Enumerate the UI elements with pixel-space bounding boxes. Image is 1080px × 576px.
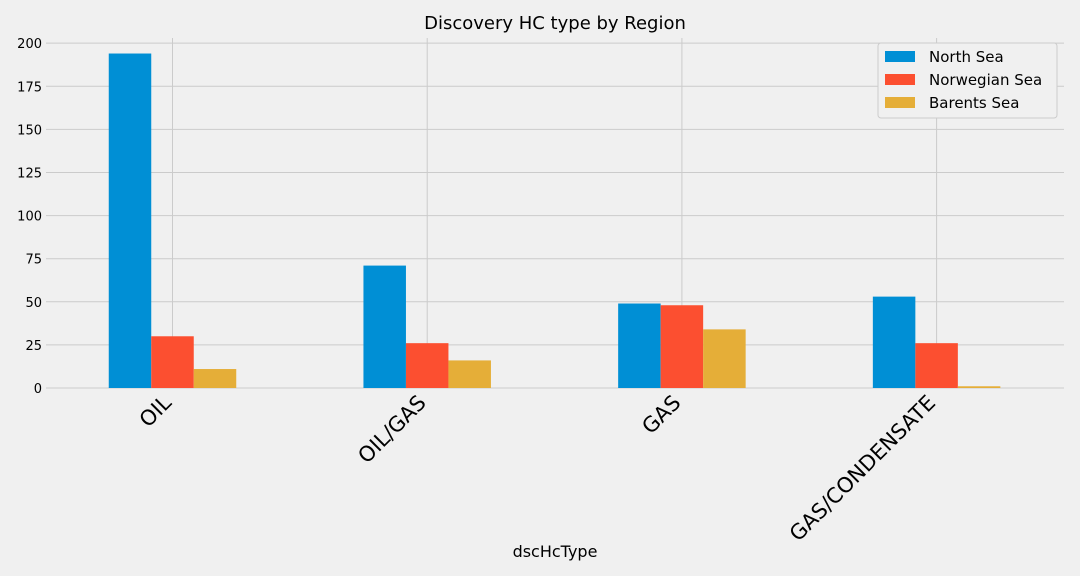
- x-tick-label: GAS: [637, 391, 685, 439]
- bar: [915, 343, 958, 388]
- bars: [108, 53, 1001, 388]
- bar: [363, 265, 406, 388]
- legend-swatch: [885, 51, 915, 62]
- legend-label: Barents Sea: [929, 94, 1019, 112]
- bar: [872, 296, 916, 388]
- legend-box: [877, 42, 1058, 119]
- legend-swatch: [885, 74, 915, 85]
- bar: [448, 360, 491, 388]
- legend-label: North Sea: [929, 48, 1004, 66]
- grid-lines: [46, 38, 1064, 389]
- y-tick-labels: 0 25 50 75 100 125 150 175 200: [17, 37, 42, 397]
- y-tick-label: 50: [25, 296, 42, 311]
- y-tick-label: 150: [17, 123, 42, 138]
- bar: [151, 336, 194, 388]
- x-tick-label: GAS/CONDENSATE: [785, 391, 940, 546]
- bar: [405, 343, 449, 388]
- chart-title: Discovery HC type by Region: [424, 13, 686, 34]
- x-tick-labels: OIL OIL/GAS GAS GAS/CONDENSATE: [135, 390, 940, 546]
- bar: [660, 305, 704, 388]
- y-tick-label: 0: [34, 382, 42, 397]
- y-tick-label: 175: [17, 80, 42, 95]
- bar: [957, 386, 1001, 388]
- x-tick-label: OIL/GAS: [353, 391, 430, 468]
- y-tick-label: 200: [17, 37, 42, 52]
- legend-swatch: [885, 97, 915, 108]
- y-tick-label: 125: [17, 166, 42, 181]
- x-tick-label: OIL: [135, 390, 177, 432]
- bar: [108, 53, 152, 388]
- legend: North Sea Norwegian Sea Barents Sea: [877, 42, 1058, 119]
- x-axis-label: dscHcType: [513, 542, 598, 561]
- y-tick-label: 25: [25, 339, 42, 354]
- bar: [193, 369, 237, 388]
- y-tick-label: 75: [25, 253, 42, 268]
- bar: [703, 329, 746, 388]
- legend-label: Norwegian Sea: [929, 71, 1042, 89]
- bar: [618, 303, 661, 388]
- y-tick-label: 100: [17, 210, 42, 225]
